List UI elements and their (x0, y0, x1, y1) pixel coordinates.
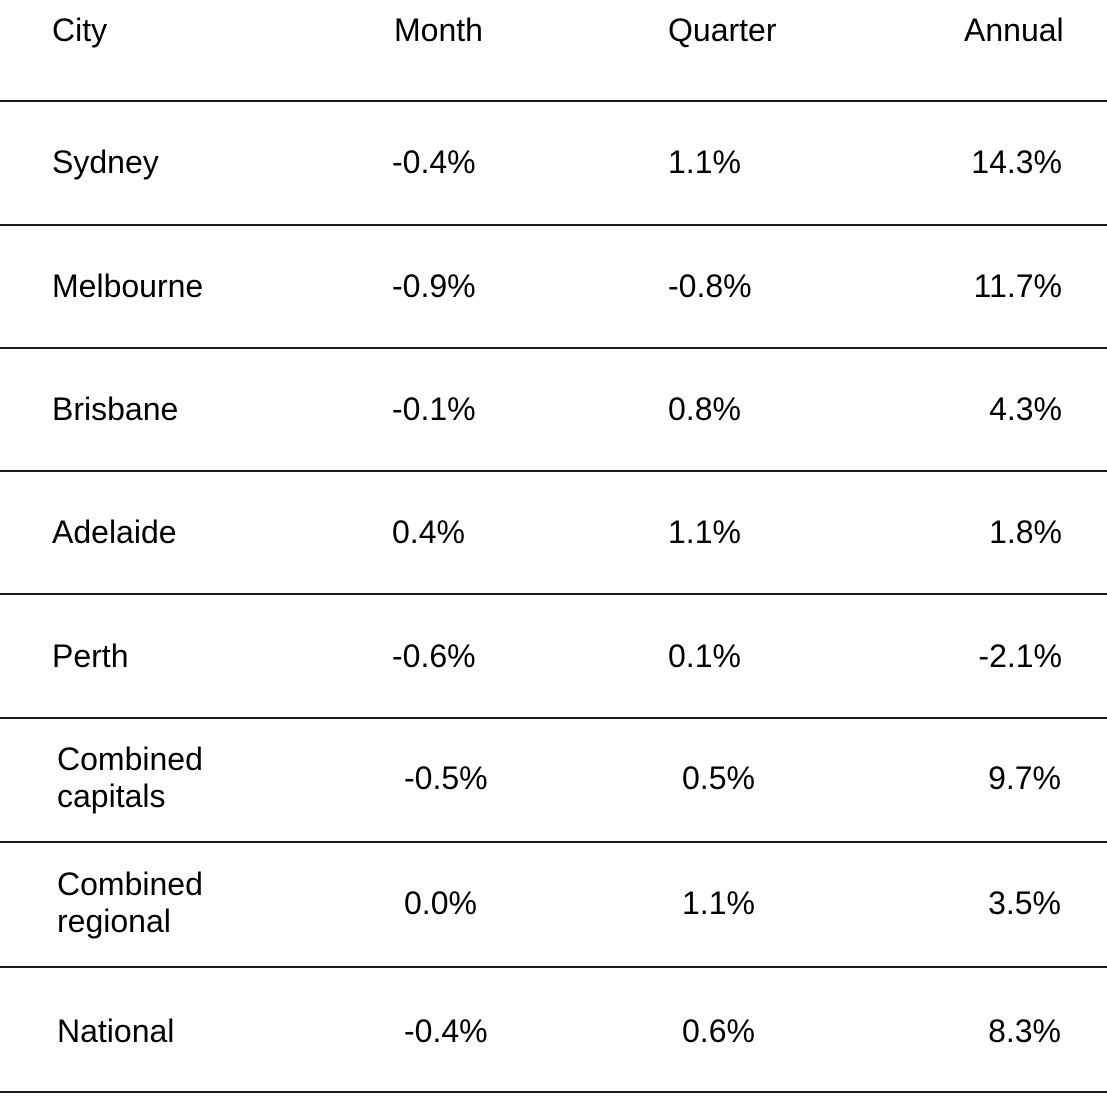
header-annual: Annual (964, 12, 1064, 48)
cell-quarter: 1.1% (682, 885, 755, 921)
cell-month: 0.4% (392, 514, 465, 550)
cell-city: National (57, 1013, 175, 1049)
cell-quarter: -0.8% (668, 268, 752, 304)
row-divider (0, 224, 1107, 226)
row-divider (0, 593, 1107, 595)
cell-month: -0.1% (392, 391, 476, 427)
cell-month: -0.4% (404, 1013, 488, 1049)
row-divider (0, 841, 1107, 843)
row-divider (0, 470, 1107, 472)
header-quarter: Quarter (668, 12, 777, 48)
cell-annual: 9.7% (988, 760, 1061, 796)
cell-month: -0.4% (392, 144, 476, 180)
cell-annual: 8.3% (988, 1013, 1061, 1049)
cell-quarter: 1.1% (668, 514, 741, 550)
cell-city: Brisbane (52, 391, 179, 427)
cell-month: 0.0% (404, 885, 477, 921)
cell-city: Adelaide (52, 514, 177, 550)
cell-quarter: 0.1% (668, 638, 741, 674)
cell-city: Sydney (52, 144, 159, 180)
row-divider (0, 1091, 1107, 1093)
cell-quarter: 1.1% (668, 144, 741, 180)
row-divider (0, 966, 1107, 968)
cell-city: Perth (52, 638, 129, 674)
row-divider (0, 347, 1107, 349)
cell-quarter: 0.8% (668, 391, 741, 427)
cell-city: Combined capitals (57, 741, 203, 814)
header-month: Month (394, 12, 483, 48)
cell-annual: 1.8% (989, 514, 1062, 550)
header-city: City (52, 12, 108, 48)
cell-quarter: 0.6% (682, 1013, 755, 1049)
cell-month: -0.5% (404, 760, 488, 796)
header-divider (0, 100, 1107, 102)
cell-annual: 11.7% (973, 268, 1062, 304)
cell-annual: 14.3% (971, 144, 1062, 180)
cell-month: -0.9% (392, 268, 476, 304)
row-divider (0, 717, 1107, 719)
cell-quarter: 0.5% (682, 760, 755, 796)
cell-annual: 3.5% (988, 885, 1061, 921)
cell-city: Melbourne (52, 268, 204, 304)
cell-month: -0.6% (392, 638, 476, 674)
cell-annual: 4.3% (989, 391, 1062, 427)
cell-annual: -2.1% (978, 638, 1062, 674)
cell-city: Combined regional (57, 866, 203, 939)
